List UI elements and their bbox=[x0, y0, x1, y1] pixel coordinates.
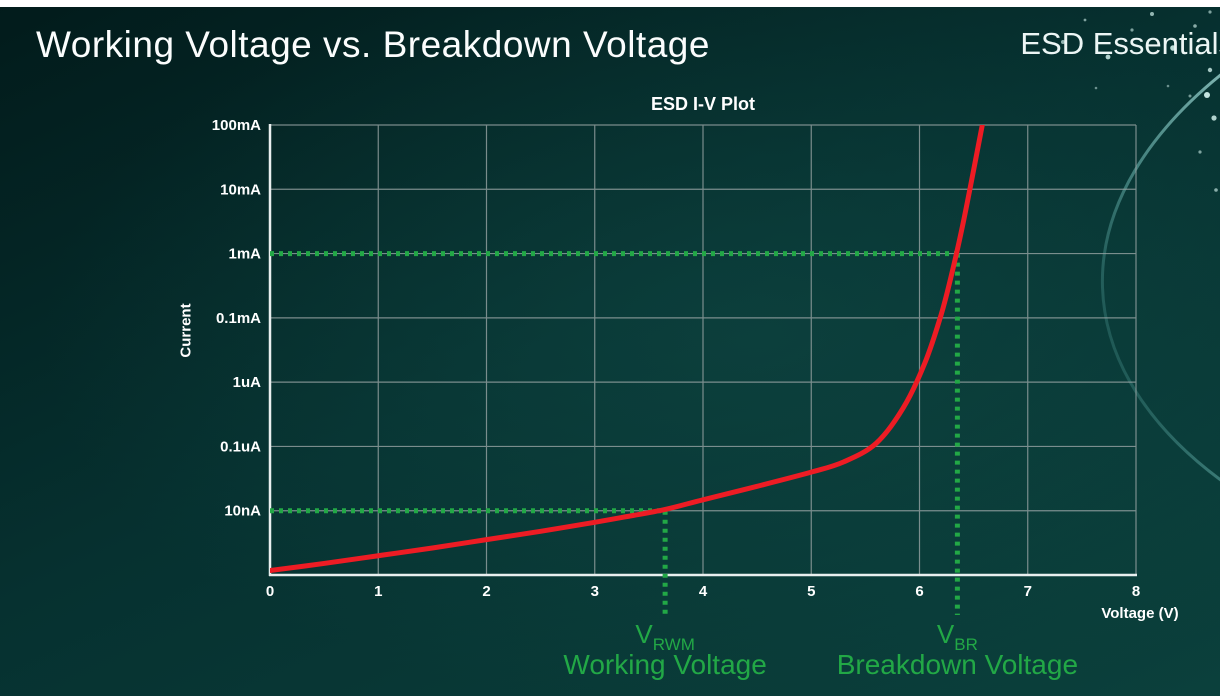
y-tick-labels: 100mA 10mA 1mA 0.1mA 1uA 0.1uA 10nA bbox=[212, 117, 261, 520]
top-strip bbox=[0, 0, 1220, 7]
vbr-caption: Breakdown Voltage bbox=[837, 649, 1078, 680]
y-tick-label: 1uA bbox=[233, 374, 262, 391]
brand-text: ESD Essentials bbox=[1020, 26, 1220, 61]
y-tick-label: 0.1uA bbox=[220, 438, 261, 455]
x-tick-label: 2 bbox=[482, 583, 490, 600]
y-tick-label: 10nA bbox=[224, 503, 261, 520]
x-axis-label: Voltage (V) bbox=[1101, 605, 1179, 622]
x-tick-label: 5 bbox=[807, 583, 815, 600]
x-tick-label: 7 bbox=[1024, 583, 1032, 600]
axes bbox=[268, 124, 1137, 577]
x-tick-label: 4 bbox=[699, 583, 708, 600]
y-tick-label: 10mA bbox=[220, 181, 261, 198]
grid-lines bbox=[269, 124, 1137, 576]
x-tick-label: 0 bbox=[266, 583, 274, 600]
iv-curve bbox=[270, 125, 985, 573]
slide-title: Working Voltage vs. Breakdown Voltage bbox=[36, 24, 710, 65]
x-tick-label: 3 bbox=[591, 583, 599, 600]
vbr-symbol: VBR bbox=[937, 619, 978, 654]
x-tick-label: 8 bbox=[1132, 583, 1140, 600]
vrwm-symbol: VRWM bbox=[635, 619, 695, 654]
y-tick-label: 0.1mA bbox=[216, 310, 261, 327]
x-tick-label: 1 bbox=[374, 583, 382, 600]
x-tick-labels: 0 1 2 3 4 5 6 7 8 bbox=[266, 583, 1140, 600]
x-tick-label: 6 bbox=[915, 583, 923, 600]
chart-title: ESD I-V Plot bbox=[650, 94, 755, 114]
vrwm-caption: Working Voltage bbox=[563, 649, 766, 680]
y-tick-label: 1mA bbox=[228, 246, 261, 263]
y-tick-label: 100mA bbox=[212, 117, 261, 134]
decor-dots bbox=[1061, 10, 1218, 192]
decor-swoosh bbox=[1101, 73, 1220, 482]
